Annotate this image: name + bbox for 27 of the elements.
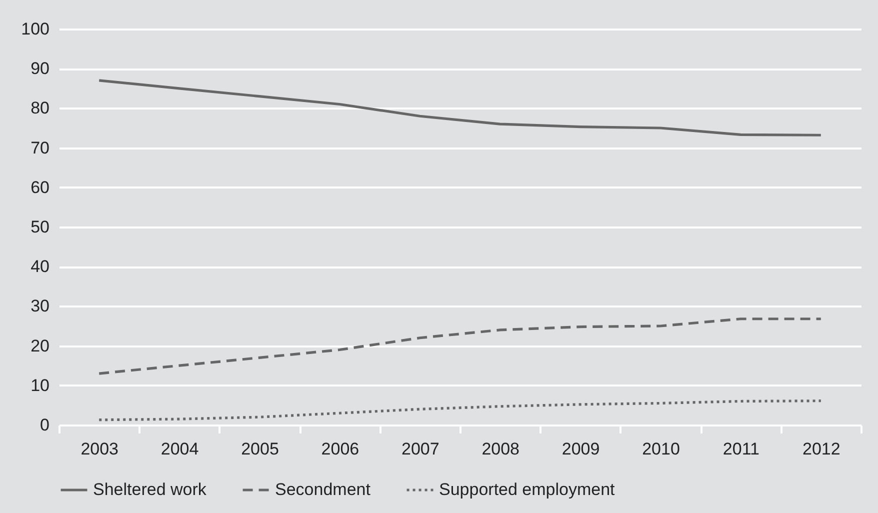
- y-tick-label: 100: [21, 20, 50, 38]
- x-tick-label: 2003: [80, 440, 119, 458]
- x-tick-label: 2006: [321, 440, 360, 458]
- legend-label: Secondment: [275, 480, 371, 499]
- y-tick-label: 70: [30, 138, 50, 158]
- x-tick-label: 2004: [160, 440, 199, 458]
- y-tick-label: 60: [30, 178, 50, 197]
- y-tick-label: 40: [30, 257, 50, 276]
- x-tick-label: 2005: [241, 440, 279, 458]
- line-series: [98, 400, 822, 422]
- y-tick-label: 10: [30, 376, 50, 395]
- x-tick-label: 2012: [802, 440, 840, 458]
- x-tick-label: 2009: [562, 440, 600, 458]
- legend-label: Supported employment: [439, 480, 616, 499]
- x-tick-label: 2007: [401, 440, 440, 458]
- line-series: [98, 79, 822, 136]
- x-tick-label: 2011: [722, 440, 760, 458]
- line-series: [98, 318, 822, 375]
- y-tick-label: 30: [30, 296, 50, 316]
- y-tick-label: 90: [30, 59, 50, 78]
- y-tick-label: 80: [30, 98, 50, 118]
- legend-label: Sheltered work: [93, 480, 207, 499]
- x-tick-label: 2010: [642, 440, 680, 458]
- y-tick-label: 0: [40, 416, 50, 434]
- y-tick-label: 50: [30, 218, 50, 236]
- x-tick-label: 2008: [482, 440, 520, 458]
- y-tick-label: 20: [30, 336, 50, 356]
